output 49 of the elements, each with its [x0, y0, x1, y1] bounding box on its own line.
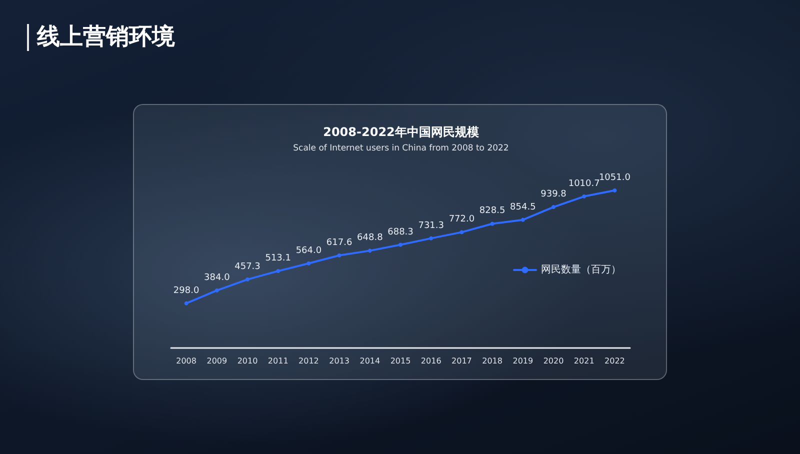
point	[368, 248, 372, 253]
point	[214, 288, 219, 292]
x-tick-label: 2010	[237, 356, 258, 366]
point	[337, 253, 342, 258]
point	[490, 222, 494, 226]
x-tick-label: 2017	[452, 356, 472, 366]
x-tick-label: 2020	[543, 356, 564, 366]
data-label: 688.3	[388, 227, 414, 238]
x-tick-label: 2016	[420, 356, 442, 366]
point	[246, 277, 250, 282]
data-label: 513.1	[265, 254, 291, 264]
point	[582, 194, 586, 198]
data-label: 939.8	[540, 190, 567, 200]
x-tick-label: 2014	[360, 356, 380, 366]
x-tick-label: 2012	[298, 356, 319, 366]
x-tick-label: 2013	[329, 356, 350, 366]
data-label: 384.0	[204, 272, 230, 283]
point	[612, 188, 617, 192]
data-label: 457.3	[234, 262, 260, 272]
data-label: 854.5	[510, 202, 536, 212]
text: 线上营销环境	[37, 23, 175, 52]
x-tick-label: 2011	[268, 356, 288, 366]
data-label: 772.0	[448, 214, 475, 225]
point	[429, 236, 434, 240]
chart-title: 2008-2022年中国网民规模	[323, 125, 479, 139]
point	[552, 205, 556, 210]
data-label: 564.0	[296, 246, 322, 256]
point	[460, 230, 464, 234]
x-tick-label: 2008	[176, 356, 196, 366]
point	[184, 301, 188, 306]
data-label: 731.3	[418, 220, 444, 231]
x-tick-label: 2022	[604, 356, 625, 366]
x-tick-label: 2021	[574, 356, 594, 366]
x-tick-label: 2018	[482, 356, 502, 366]
data-label: 1051.0	[598, 172, 631, 183]
point	[398, 242, 402, 247]
data-label: 1010.7	[568, 178, 600, 189]
x-tick-label: 2019	[512, 356, 534, 366]
data-label: 617.6	[326, 238, 352, 248]
legend-label: 网民数量（百万）	[541, 264, 621, 276]
point	[306, 261, 311, 266]
chart-subtitle: Scale of Internet users in China from 2008 to 2022	[293, 144, 509, 154]
x-tick-label: 2015	[390, 356, 411, 366]
x-tick-label: 2009	[206, 356, 228, 366]
point	[276, 269, 280, 274]
data-label: 648.8	[357, 233, 384, 244]
data-label: 828.5	[479, 206, 506, 216]
point	[520, 218, 525, 222]
data-label: 298.0	[173, 286, 200, 296]
